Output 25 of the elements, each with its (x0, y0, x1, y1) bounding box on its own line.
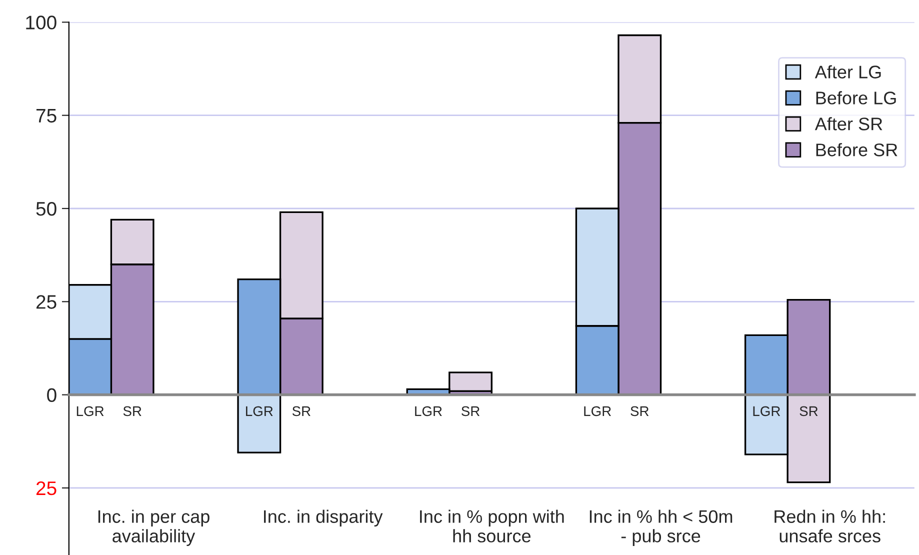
x-tick-label: SR (292, 406, 310, 416)
y-tick-label: 0 (47, 388, 56, 402)
y-tick-label: 75 (36, 109, 56, 123)
y-tick-label: 50 (36, 202, 56, 216)
x-tick-label: LGR (76, 406, 104, 416)
x-tick-label: SR (800, 406, 818, 416)
y-tick-label: 100 (26, 16, 56, 30)
x-tick-label: SR (462, 406, 480, 416)
annotation: Redn in % hh: unsafe srces (774, 510, 885, 542)
x-tick-label: SR (630, 406, 649, 416)
x-tick-label: LGR (246, 406, 273, 416)
legend-label: Before LG (816, 91, 896, 104)
y-tick-label: 25 (36, 295, 56, 309)
x-tick-label: LGR (584, 406, 611, 416)
y-tick-label: 25 (36, 481, 56, 496)
legend-label: After SR (814, 117, 882, 130)
x-tick-label: SR (123, 406, 142, 416)
annotation: Inc in % hh < 50m - pub srce (590, 510, 732, 546)
x-tick-label: LGR (415, 406, 442, 416)
legend-label: Before SR (816, 143, 898, 156)
x-tick-label: LGR (753, 406, 780, 416)
annotation: Inc. in disparity (264, 510, 383, 527)
annotation: Inc. in per cap availability (98, 510, 210, 546)
annotation: Inc in % popn with hh source (420, 510, 564, 542)
legend-label: After LG (814, 65, 881, 78)
